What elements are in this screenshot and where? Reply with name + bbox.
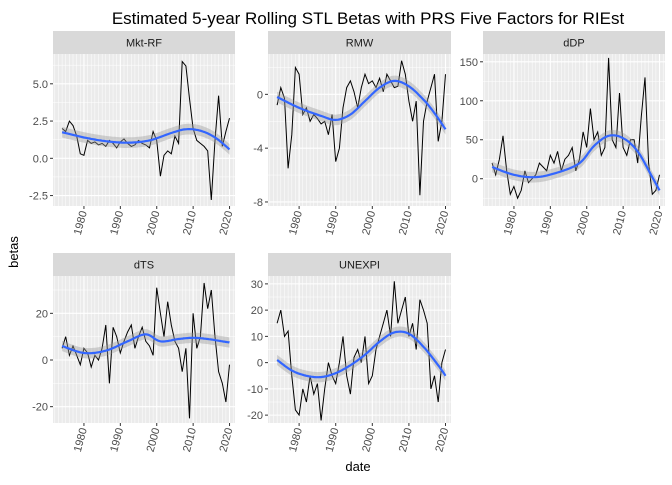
chart-title: Estimated 5-year Rolling STL Betas with … <box>112 9 625 28</box>
x-tick-label: 1990 <box>324 210 342 237</box>
y-tick-label: -8 <box>253 197 263 209</box>
y-tick-label: -20 <box>247 410 263 422</box>
y-tick-label: 20 <box>251 305 263 317</box>
panel-rmw: RMW -8 -4 0 1980 1990 2000 2010 2020 <box>253 31 451 236</box>
strip-label: dDP <box>563 38 584 50</box>
x-tick-label: 2000 <box>360 427 378 454</box>
y-tick-label: -20 <box>32 402 48 414</box>
y-tick-label: 0.0 <box>33 153 48 165</box>
smooth-trend-line <box>276 330 447 379</box>
x-tick-label: 1990 <box>538 210 556 237</box>
y-tick-label: -10 <box>247 384 263 396</box>
panel-background <box>53 54 235 206</box>
y-tick-label: 150 <box>460 57 478 69</box>
strip-label: UNEXPI <box>339 260 380 272</box>
y-tick-label: 30 <box>251 279 263 291</box>
x-tick-label: 2010 <box>181 210 199 237</box>
smooth-trend-line <box>61 128 231 151</box>
y-tick-label: 50 <box>466 135 478 147</box>
panel-ddp: dDP 0 50 100 150 1980 1990 2000 2010 2020 <box>460 31 666 237</box>
y-tick-label: 20 <box>36 308 48 320</box>
y-axis-label: betas <box>6 236 21 268</box>
x-tick-label: 2010 <box>397 427 415 454</box>
x-tick-label: 1990 <box>108 427 126 454</box>
beta-series-line <box>61 282 230 419</box>
x-tick-label: 1980 <box>287 210 305 237</box>
y-tick-label: 10 <box>251 331 263 343</box>
y-tick-label: 2.5 <box>33 116 48 128</box>
x-tick-label: 2020 <box>433 427 451 454</box>
panel-unexpi: UNEXPI -20 -10 0 10 20 30 1980 1990 2000 2010 2020 <box>247 253 451 453</box>
x-tick-label: 2020 <box>648 210 666 237</box>
x-tick-label: 2010 <box>397 210 415 237</box>
x-tick-label: 2020 <box>433 210 451 237</box>
strip-label: dTS <box>134 260 154 272</box>
beta-series-line <box>61 60 230 201</box>
panel-dts: dTS -20 0 20 1980 1990 2000 2010 2020 <box>32 253 235 453</box>
y-tick-label: 0 <box>257 358 263 370</box>
strip-background <box>53 253 235 276</box>
strip-label: Mkt-RF <box>126 38 162 50</box>
strip-background <box>53 31 235 54</box>
panel-background <box>483 54 665 206</box>
x-tick-label: 2000 <box>145 210 163 237</box>
smooth-trend-line <box>61 333 230 355</box>
strip-label: RMW <box>346 38 374 50</box>
plot-area <box>61 60 231 201</box>
x-tick-label: 1980 <box>287 427 305 454</box>
x-tick-label: 2000 <box>360 210 378 237</box>
panel-mkt-rf: Mkt-RF -2.5 0.0 2.5 5.0 1980 1990 2000 2010 2020 <box>29 31 235 236</box>
y-tick-label: -4 <box>253 143 263 155</box>
strip-background <box>483 31 665 54</box>
x-tick-label: 1980 <box>72 427 90 454</box>
x-tick-label: 2020 <box>218 427 236 454</box>
y-tick-label: 0 <box>472 174 478 186</box>
smooth-trend-line <box>276 79 447 130</box>
x-tick-label: 2020 <box>218 210 236 237</box>
beta-series-line <box>491 57 660 200</box>
x-tick-label: 1990 <box>108 210 126 237</box>
plot-area <box>61 282 230 419</box>
x-tick-label: 2010 <box>611 210 629 237</box>
plot-area <box>491 57 661 200</box>
smooth-trend-line <box>491 134 661 191</box>
x-tick-label: 2000 <box>145 427 163 454</box>
x-axis-label: date <box>345 459 370 474</box>
x-tick-label: 1980 <box>502 210 520 237</box>
y-tick-label: -2.5 <box>29 191 48 203</box>
plot-area <box>276 281 447 421</box>
x-tick-label: 2000 <box>575 210 593 237</box>
x-tick-label: 1980 <box>72 210 90 237</box>
y-tick-label: 0 <box>257 89 263 101</box>
y-tick-label: 100 <box>460 96 478 108</box>
y-tick-label: 5.0 <box>33 79 48 91</box>
x-tick-label: 1990 <box>324 427 342 454</box>
plot-area <box>276 60 447 196</box>
strip-background <box>268 31 451 54</box>
beta-series-line <box>276 281 446 421</box>
smooth-confidence-ribbon <box>277 326 446 383</box>
y-tick-label: 0 <box>42 355 48 367</box>
x-tick-label: 2010 <box>181 427 199 454</box>
smooth-confidence-ribbon <box>62 123 230 155</box>
strip-background <box>268 253 451 276</box>
smooth-confidence-ribbon <box>492 130 660 196</box>
